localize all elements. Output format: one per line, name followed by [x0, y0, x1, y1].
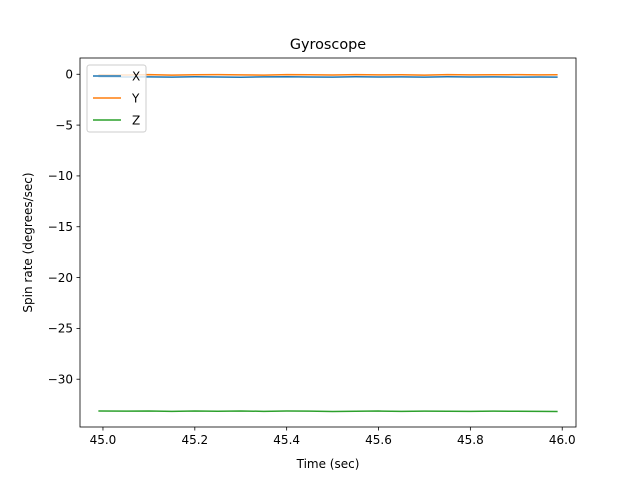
y-axis-ticks: 0 −5 −10 −15 −20 −25 −30	[48, 68, 80, 387]
y-tick-label: −20	[48, 271, 73, 285]
plot-area	[79, 57, 577, 428]
y-axis-label: Spin rate (degrees/sec)	[21, 172, 35, 312]
x-axis-label: Time (sec)	[296, 457, 360, 471]
x-tick-label: 45.6	[365, 433, 392, 447]
x-tick-label: 45.2	[181, 433, 208, 447]
x-tick-label: 45.4	[273, 433, 300, 447]
legend-label-z: Z	[132, 113, 140, 127]
axes-frame	[79, 57, 577, 428]
y-tick-label: −10	[48, 169, 73, 183]
x-axis-ticks: 45.0 45.2 45.4 45.6 45.8 46.0	[90, 427, 576, 447]
legend-label-x: X	[132, 69, 140, 83]
series-line-y	[98, 73, 558, 76]
y-tick-label: 0	[65, 68, 73, 82]
axes-background	[80, 58, 576, 427]
x-tick-label: 46.0	[549, 433, 576, 447]
y-tick-label: −30	[48, 373, 73, 387]
series-line-z	[98, 410, 558, 413]
y-tick-label: −15	[48, 220, 73, 234]
legend: XYZ	[86, 64, 147, 133]
y-tick-label: −5	[55, 118, 73, 132]
series-line-x	[98, 75, 558, 78]
legend-label-y: Y	[131, 91, 140, 105]
series-layer	[98, 73, 558, 413]
x-tick-label: 45.8	[457, 433, 484, 447]
chart-title: Gyroscope	[290, 37, 366, 53]
y-tick-label: −25	[48, 322, 73, 336]
x-tick-label: 45.0	[90, 433, 117, 447]
